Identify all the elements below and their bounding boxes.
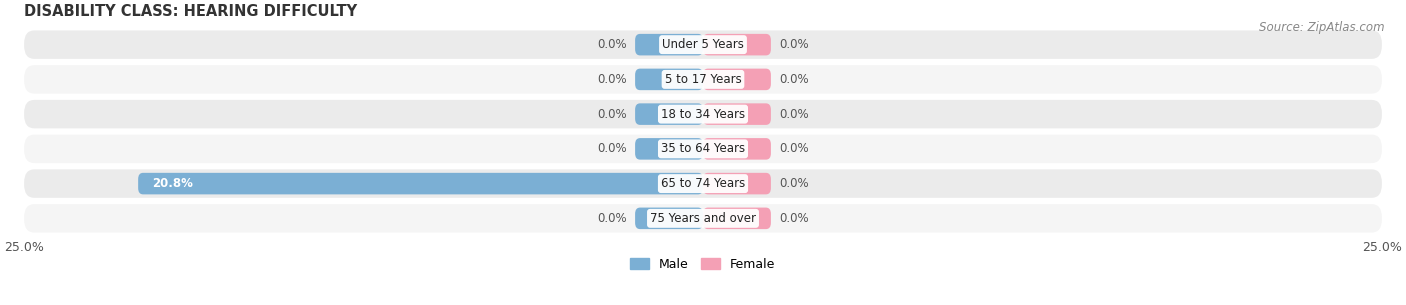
Text: 0.0%: 0.0% (779, 212, 808, 225)
FancyBboxPatch shape (24, 135, 1382, 163)
FancyBboxPatch shape (24, 169, 1382, 198)
Text: DISABILITY CLASS: HEARING DIFFICULTY: DISABILITY CLASS: HEARING DIFFICULTY (24, 4, 357, 19)
Text: 0.0%: 0.0% (779, 177, 808, 190)
Text: Under 5 Years: Under 5 Years (662, 38, 744, 51)
FancyBboxPatch shape (24, 30, 1382, 59)
FancyBboxPatch shape (24, 65, 1382, 94)
Text: 18 to 34 Years: 18 to 34 Years (661, 108, 745, 120)
FancyBboxPatch shape (703, 103, 770, 125)
Text: 75 Years and over: 75 Years and over (650, 212, 756, 225)
Text: 0.0%: 0.0% (598, 108, 627, 120)
FancyBboxPatch shape (636, 103, 703, 125)
Legend: Male, Female: Male, Female (630, 258, 776, 271)
Text: 20.8%: 20.8% (152, 177, 193, 190)
FancyBboxPatch shape (703, 34, 770, 56)
Text: 0.0%: 0.0% (779, 142, 808, 155)
FancyBboxPatch shape (703, 69, 770, 90)
FancyBboxPatch shape (138, 173, 703, 194)
FancyBboxPatch shape (636, 138, 703, 160)
Text: 0.0%: 0.0% (598, 142, 627, 155)
Text: 0.0%: 0.0% (598, 38, 627, 51)
Text: Source: ZipAtlas.com: Source: ZipAtlas.com (1260, 21, 1385, 34)
Text: 35 to 64 Years: 35 to 64 Years (661, 142, 745, 155)
Text: 0.0%: 0.0% (598, 73, 627, 86)
Text: 5 to 17 Years: 5 to 17 Years (665, 73, 741, 86)
FancyBboxPatch shape (703, 173, 770, 194)
FancyBboxPatch shape (636, 34, 703, 56)
Text: 0.0%: 0.0% (598, 212, 627, 225)
Text: 0.0%: 0.0% (779, 108, 808, 120)
FancyBboxPatch shape (636, 69, 703, 90)
Text: 0.0%: 0.0% (779, 38, 808, 51)
FancyBboxPatch shape (703, 208, 770, 229)
FancyBboxPatch shape (636, 208, 703, 229)
Text: 65 to 74 Years: 65 to 74 Years (661, 177, 745, 190)
Text: 0.0%: 0.0% (779, 73, 808, 86)
FancyBboxPatch shape (24, 204, 1382, 233)
FancyBboxPatch shape (703, 138, 770, 160)
FancyBboxPatch shape (24, 100, 1382, 128)
